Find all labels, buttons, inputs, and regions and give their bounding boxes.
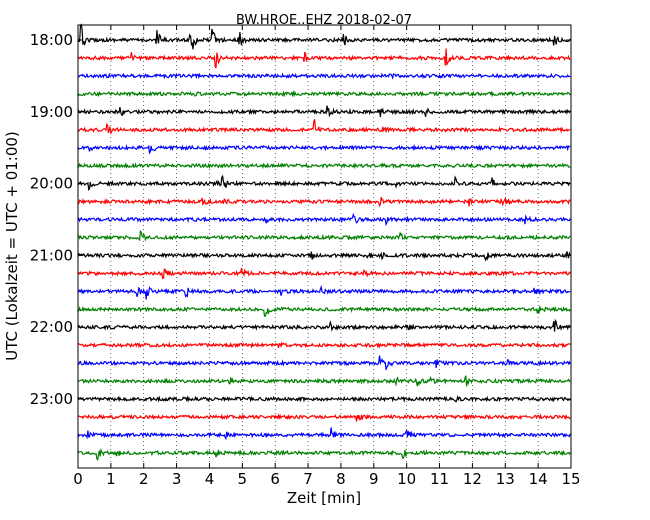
- trace-2200: [77, 318, 571, 332]
- trace-2130: [77, 284, 571, 300]
- trace-2315: [77, 413, 571, 422]
- y-tick-label-2: 20:00: [30, 175, 73, 193]
- trace-2245: [77, 375, 571, 387]
- plot-frame: [77, 24, 572, 469]
- x-tick-label-1: 1: [106, 470, 116, 488]
- trace-2300: [77, 394, 571, 403]
- trace-1945: [77, 162, 571, 170]
- x-tick-label-6: 6: [270, 470, 280, 488]
- trace-2215: [77, 341, 571, 349]
- trace-1915: [77, 119, 571, 135]
- x-tick-label-2: 2: [139, 470, 149, 488]
- trace-2100: [77, 251, 571, 262]
- trace-2145: [77, 305, 571, 317]
- y-tick-label-0: 18:00: [30, 31, 73, 49]
- trace-2000: [77, 174, 571, 191]
- trace-2030: [77, 212, 571, 227]
- trace-1900: [77, 105, 571, 118]
- x-tick-label-10: 10: [397, 470, 416, 488]
- trace-1830: [77, 72, 571, 80]
- x-tick-label-15: 15: [561, 470, 580, 488]
- y-axis-label: UTC (Lokalzeit = UTC + 01:00): [3, 131, 21, 361]
- x-axis-label: Zeit [min]: [287, 489, 361, 507]
- trace-2115: [77, 267, 571, 280]
- y-tick-label-3: 21:00: [30, 246, 73, 264]
- y-tick-label-4: 22:00: [30, 318, 73, 336]
- trace-2230: [77, 355, 571, 370]
- y-tick-label-5: 23:00: [30, 390, 73, 408]
- trace-2015: [77, 196, 571, 208]
- x-axis-ticks: 0 1 2 3 4 5 6 7 8 9 10 11 12 13 14 15: [73, 25, 581, 488]
- x-tick-label-0: 0: [73, 470, 83, 488]
- trace-2345: [77, 447, 571, 461]
- x-tick-label-9: 9: [369, 470, 379, 488]
- x-tick-label-4: 4: [205, 470, 215, 488]
- y-tick-label-1: 19:00: [30, 103, 73, 121]
- x-tick-label-5: 5: [238, 470, 248, 488]
- x-tick-label-8: 8: [336, 470, 346, 488]
- trace-2045: [77, 229, 571, 242]
- trace-1800: [77, 23, 571, 50]
- seismogram-traces: [77, 23, 571, 461]
- x-tick-label-12: 12: [463, 470, 482, 488]
- x-tick-label-13: 13: [496, 470, 515, 488]
- x-tick-label-11: 11: [430, 470, 449, 488]
- trace-1845: [77, 90, 571, 98]
- y-axis-ticks: 18:00 19:00 20:00 21:00 22:00 23:00: [30, 31, 571, 408]
- trace-2330: [77, 427, 571, 441]
- chart-title: BW.HROE..EHZ 2018-02-07: [236, 13, 412, 28]
- x-tick-label-14: 14: [529, 470, 548, 488]
- trace-1815: [77, 48, 571, 69]
- x-tick-label-7: 7: [303, 470, 313, 488]
- trace-1930: [77, 143, 571, 155]
- x-tick-label-3: 3: [172, 470, 182, 488]
